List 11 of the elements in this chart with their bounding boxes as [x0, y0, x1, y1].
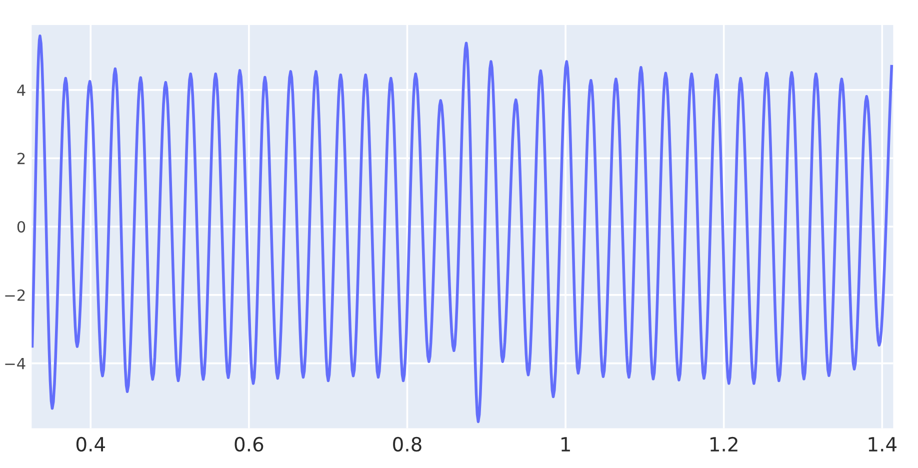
y-tick-label: 4 — [17, 84, 26, 96]
y-tick-label: −4 — [5, 358, 26, 370]
y-tick-label: 0 — [17, 221, 26, 233]
x-tick-label: 1.2 — [710, 436, 738, 452]
x-tick-label: 1 — [561, 437, 570, 452]
y-tick-label: −2 — [5, 289, 25, 301]
x-tick-label: 0.8 — [393, 436, 422, 452]
y-tick-label: 2 — [18, 152, 25, 164]
x-tick-label: 1.4 — [868, 437, 897, 452]
x-tick-label: 0.6 — [234, 436, 264, 452]
x-tick-label: 0.4 — [76, 436, 106, 452]
